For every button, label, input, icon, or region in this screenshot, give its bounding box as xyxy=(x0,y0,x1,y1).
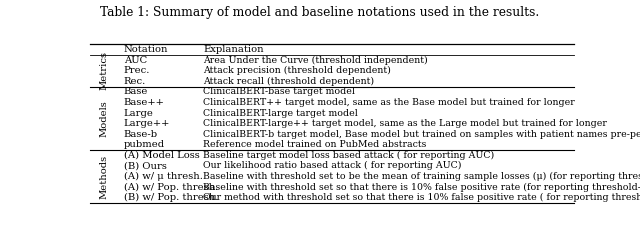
Text: Baseline target model loss based attack ( for reporting AUC): Baseline target model loss based attack … xyxy=(203,151,494,160)
Text: ClinicalBERT-large++ target model, same as the Large model but trained for longe: ClinicalBERT-large++ target model, same … xyxy=(203,119,607,128)
Text: (A) w/ μ thresh.: (A) w/ μ thresh. xyxy=(124,172,202,181)
Text: Attack recall (threshold dependent): Attack recall (threshold dependent) xyxy=(203,77,374,86)
Text: Baseline with threshold set so that there is 10% false positive rate (for report: Baseline with threshold set so that ther… xyxy=(203,183,640,192)
Text: Explanation: Explanation xyxy=(203,45,264,54)
Text: ClinicalBERT-base target model: ClinicalBERT-base target model xyxy=(203,87,355,96)
Text: Large: Large xyxy=(124,109,154,117)
Text: AUC: AUC xyxy=(124,56,147,65)
Text: Baseline with threshold set to be the mean of training sample losses (μ) (for re: Baseline with threshold set to be the me… xyxy=(203,172,640,181)
Text: Base: Base xyxy=(124,87,148,96)
Text: Large++: Large++ xyxy=(124,119,170,128)
Text: Our method with threshold set so that there is 10% false positive rate ( for rep: Our method with threshold set so that th… xyxy=(203,193,640,202)
Text: ClinicalBERT-large target model: ClinicalBERT-large target model xyxy=(203,109,358,117)
Text: pubmed: pubmed xyxy=(124,140,164,149)
Text: Area Under the Curve (threshold independent): Area Under the Curve (threshold independ… xyxy=(203,56,428,65)
Text: Notation: Notation xyxy=(124,45,168,54)
Text: Models: Models xyxy=(99,100,108,137)
Text: Our likelihood ratio based attack ( for reporting AUC): Our likelihood ratio based attack ( for … xyxy=(203,161,461,170)
Text: Base-b: Base-b xyxy=(124,130,158,139)
Text: (B) w/ Pop. thresh.: (B) w/ Pop. thresh. xyxy=(124,193,218,202)
Text: Methods: Methods xyxy=(99,154,108,199)
Text: Table 1: Summary of model and baseline notations used in the results.: Table 1: Summary of model and baseline n… xyxy=(100,6,540,19)
Text: Base++: Base++ xyxy=(124,98,164,107)
Text: ClinicalBERT-b target model, Base model but trained on samples with patient name: ClinicalBERT-b target model, Base model … xyxy=(203,130,640,139)
Text: Prec.: Prec. xyxy=(124,66,150,75)
Text: Attack precision (threshold dependent): Attack precision (threshold dependent) xyxy=(203,66,391,75)
Text: ClinicalBERT++ target model, same as the Base model but trained for longer: ClinicalBERT++ target model, same as the… xyxy=(203,98,575,107)
Text: Reference model trained on PubMed abstracts: Reference model trained on PubMed abstra… xyxy=(203,140,426,149)
Text: (A) Model Loss: (A) Model Loss xyxy=(124,151,200,160)
Text: Rec.: Rec. xyxy=(124,77,146,86)
Text: Metrics: Metrics xyxy=(99,51,108,90)
Text: (B) Ours: (B) Ours xyxy=(124,161,166,170)
Text: (A) w/ Pop. thresh.: (A) w/ Pop. thresh. xyxy=(124,183,218,192)
